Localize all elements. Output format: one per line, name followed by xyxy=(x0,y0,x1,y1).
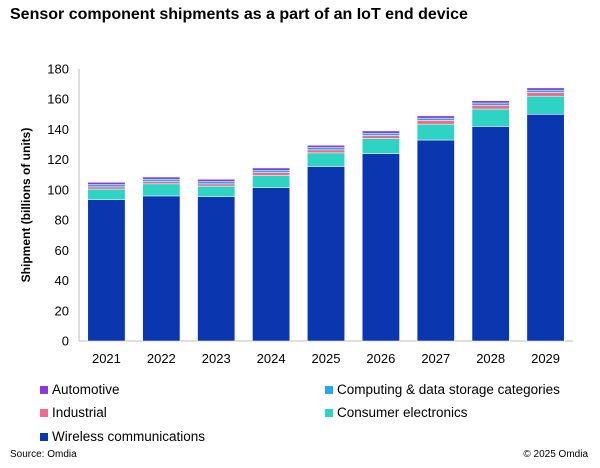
bar-segment xyxy=(197,183,236,187)
legend-item-computing: Computing & data storage categories xyxy=(325,382,560,397)
y-tick-label: 120 xyxy=(47,152,69,167)
bar-segment xyxy=(471,102,510,106)
x-tick-label: 2023 xyxy=(202,351,231,366)
x-tick-label: 2021 xyxy=(92,351,121,366)
bar-segment xyxy=(307,145,345,148)
bar-segment xyxy=(252,169,291,173)
y-tick-label: 40 xyxy=(55,273,69,288)
bar-segment xyxy=(471,105,510,110)
bar-segment xyxy=(252,172,291,176)
source-note: Source: Omdia xyxy=(10,449,77,460)
bar-segment xyxy=(87,199,126,342)
bar-segment xyxy=(307,152,345,167)
x-tick-label: 2029 xyxy=(531,351,560,366)
bar-segment xyxy=(252,167,291,171)
x-tick-label: 2028 xyxy=(476,351,505,366)
bar-segment xyxy=(526,89,565,93)
x-tick-label: 2025 xyxy=(312,351,341,366)
legend-item-automotive: Automotive xyxy=(40,382,120,397)
bar-segment xyxy=(416,117,455,121)
bar-segment xyxy=(87,188,126,200)
bar-segment xyxy=(471,100,510,104)
legend-swatch-wireless xyxy=(40,432,48,441)
bar-segment xyxy=(197,185,236,197)
x-tick-label: 2027 xyxy=(421,351,450,366)
x-tick-label: 2026 xyxy=(366,351,395,366)
bar-segment xyxy=(142,195,181,342)
bar-segment xyxy=(526,95,565,115)
y-tick-label: 80 xyxy=(55,213,69,228)
legend-label-consumer: Consumer electronics xyxy=(337,405,468,420)
bar-segment xyxy=(142,176,181,180)
bar-segment xyxy=(471,108,510,127)
bar-segment xyxy=(307,166,345,342)
legend-swatch-industrial xyxy=(40,408,48,417)
bar-segment xyxy=(142,179,181,182)
legend-label-automotive: Automotive xyxy=(52,382,120,397)
legend-swatch-automotive xyxy=(40,385,48,394)
bar-segment xyxy=(526,87,565,91)
bar-segment xyxy=(361,130,400,134)
bar-segment xyxy=(87,182,126,185)
x-tick-label: 2022 xyxy=(147,351,176,366)
y-tick-label: 160 xyxy=(47,92,69,107)
legend-item-wireless: Wireless communications xyxy=(40,429,205,444)
bar-segment xyxy=(87,184,126,188)
bar-segment xyxy=(361,153,400,342)
bar-segment xyxy=(526,92,565,97)
y-tick-label: 0 xyxy=(62,334,69,349)
bar-segment xyxy=(197,179,236,182)
bar-segment xyxy=(307,147,345,151)
bar-segment xyxy=(416,120,455,125)
legend-swatch-consumer xyxy=(325,408,333,417)
stacked-bar-chart: 0 20 40 60 80 100 120 140 160 180 Shipment (billio… xyxy=(19,62,573,366)
bar-segment xyxy=(197,196,236,342)
bar-segment xyxy=(416,123,455,141)
y-tick-label: 140 xyxy=(47,122,69,137)
y-tick-label: 180 xyxy=(47,62,69,77)
legend: Automotive Computing & data storage cate… xyxy=(0,380,600,450)
y-tick-label: 20 xyxy=(55,303,69,318)
legend-label-computing: Computing & data storage categories xyxy=(337,382,560,397)
chart-title: Sensor component shipments as a part of … xyxy=(10,6,468,23)
bar-segment xyxy=(142,181,181,185)
legend-label-wireless: Wireless communications xyxy=(52,429,206,444)
legend-swatch-computing xyxy=(325,385,333,394)
bar-segment xyxy=(197,181,236,185)
bar-segment xyxy=(142,183,181,197)
bar-segment xyxy=(361,135,400,139)
bar-segment xyxy=(471,126,510,342)
legend-item-consumer: Consumer electronics xyxy=(325,405,468,420)
bar-segment xyxy=(361,138,400,154)
copyright-note: © 2025 Omdia xyxy=(523,449,588,460)
bar-segment xyxy=(252,187,291,342)
y-tick-label: 60 xyxy=(55,243,69,258)
y-axis-label: Shipment (billions of units) xyxy=(19,128,33,283)
bar-segment xyxy=(416,115,455,119)
bar-segment xyxy=(307,149,345,154)
bar-segment xyxy=(361,132,400,136)
legend-item-industrial: Industrial xyxy=(40,405,107,420)
legend-label-industrial: Industrial xyxy=(52,405,107,420)
y-tick-label: 100 xyxy=(47,182,69,197)
bar-segment xyxy=(87,186,126,190)
bar-segment xyxy=(526,114,565,342)
bar-segment xyxy=(252,175,291,188)
x-tick-label: 2024 xyxy=(257,351,286,366)
bar-segment xyxy=(416,139,455,342)
